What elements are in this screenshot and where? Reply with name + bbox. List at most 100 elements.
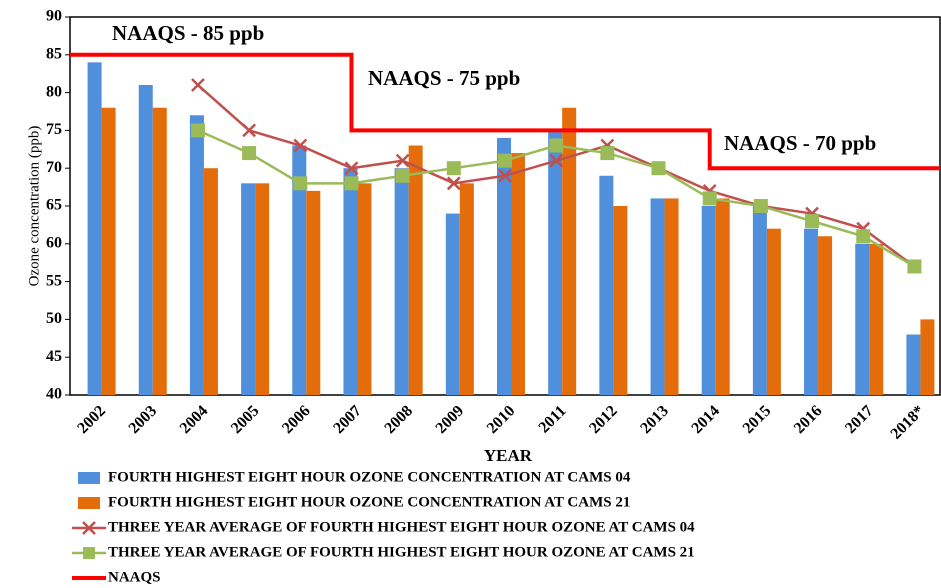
bar <box>804 228 819 395</box>
y-tick-label: 60 <box>46 234 62 251</box>
y-tick-label: 45 <box>46 348 62 365</box>
x-tick-label: 2002 <box>74 402 109 437</box>
bar <box>343 168 358 395</box>
y-tick-label: 85 <box>46 45 62 62</box>
legend-marker <box>83 547 95 559</box>
bar <box>241 183 256 395</box>
y-axis-label: Ozone concentration (ppb) <box>26 126 42 287</box>
bar <box>255 183 270 395</box>
x-tick-label: 2004 <box>177 402 212 437</box>
marker <box>446 176 461 191</box>
bar <box>869 243 884 395</box>
legend-label: FOURTH HIGHEST EIGHT HOUR OZONE CONCENTR… <box>108 469 631 485</box>
bar <box>189 115 204 395</box>
marker <box>498 153 512 168</box>
bar <box>101 107 116 395</box>
marker <box>549 138 564 153</box>
annotation: NAAQS - 70 ppb <box>724 131 876 155</box>
annotation: NAAQS - 85 ppb <box>112 21 264 45</box>
marker <box>805 214 820 229</box>
x-tick-label: 2018* <box>888 402 928 442</box>
x-tick-label: 2006 <box>279 402 314 437</box>
x-tick-label: 2011 <box>536 402 570 436</box>
annotation: NAAQS - 75 ppb <box>368 66 520 90</box>
bar <box>701 206 716 395</box>
marker <box>651 161 666 176</box>
bar <box>152 107 167 395</box>
bar <box>752 206 767 395</box>
bar <box>203 168 218 395</box>
y-tick-label: 50 <box>46 310 62 327</box>
bar <box>87 62 102 396</box>
legend-swatch <box>78 472 100 484</box>
marker <box>242 146 257 161</box>
bar <box>497 137 511 395</box>
marker <box>293 176 308 191</box>
y-tick-label: 80 <box>46 83 62 100</box>
bar <box>548 130 563 395</box>
legend-label: FOURTH HIGHEST EIGHT HOUR OZONE CONCENTR… <box>108 494 630 510</box>
bar <box>650 198 665 395</box>
marker <box>856 229 871 244</box>
marker <box>600 146 615 161</box>
bar <box>138 85 153 395</box>
bar <box>855 243 870 395</box>
bar <box>715 198 730 395</box>
bar <box>599 175 614 395</box>
x-tick-label: 2010 <box>484 402 519 437</box>
bar <box>292 145 307 395</box>
x-axis-label: YEAR <box>484 446 533 465</box>
bar <box>445 213 460 395</box>
marker <box>344 176 359 191</box>
bar <box>818 236 833 395</box>
marker <box>242 123 257 138</box>
x-tick-label: 2003 <box>126 402 161 437</box>
bar <box>459 183 474 395</box>
x-tick-label: 2015 <box>740 402 775 437</box>
x-tick-label: 2013 <box>637 402 672 437</box>
x-tick-label: 2005 <box>228 402 263 437</box>
marker <box>293 138 308 153</box>
bar <box>394 168 409 395</box>
bar <box>613 206 628 395</box>
x-tick-label: 2007 <box>330 402 365 437</box>
x-tick-label: 2014 <box>688 402 723 437</box>
marker <box>549 153 564 168</box>
marker <box>191 78 205 92</box>
marker <box>395 153 410 168</box>
y-tick-label: 75 <box>46 121 62 138</box>
marker <box>395 168 410 183</box>
marker <box>344 161 359 176</box>
x-tick-label: 2012 <box>586 402 621 437</box>
step-line <box>70 52 940 171</box>
marker <box>907 259 922 274</box>
bar <box>408 145 423 395</box>
x-tick-label: 2008 <box>381 402 416 437</box>
bar <box>664 198 679 395</box>
y-tick-label: 90 <box>46 8 62 25</box>
y-tick-label: 40 <box>46 386 62 403</box>
bar <box>920 319 935 395</box>
y-tick-label: 65 <box>46 197 62 214</box>
marker <box>702 191 717 206</box>
legend-swatch <box>78 497 100 509</box>
bar <box>562 107 577 395</box>
legend-label: NAAQS <box>108 569 161 585</box>
marker <box>446 161 461 176</box>
marker <box>190 123 205 138</box>
x-tick-label: 2009 <box>433 402 468 437</box>
bar <box>511 153 525 395</box>
legend-label: THREE YEAR AVERAGE OF FOURTH HIGHEST EIG… <box>108 519 695 535</box>
legend-marker <box>82 521 96 535</box>
x-tick-label: 2016 <box>791 402 826 437</box>
marker <box>498 168 512 183</box>
y-tick-label: 70 <box>46 159 62 176</box>
x-tick-label: 2017 <box>842 402 877 437</box>
y-tick-label: 55 <box>46 272 62 289</box>
bar <box>306 190 321 395</box>
bar <box>906 334 921 395</box>
bar <box>357 183 372 395</box>
marker <box>753 199 768 213</box>
legend-label: THREE YEAR AVERAGE OF FOURTH HIGHEST EIG… <box>108 544 695 560</box>
